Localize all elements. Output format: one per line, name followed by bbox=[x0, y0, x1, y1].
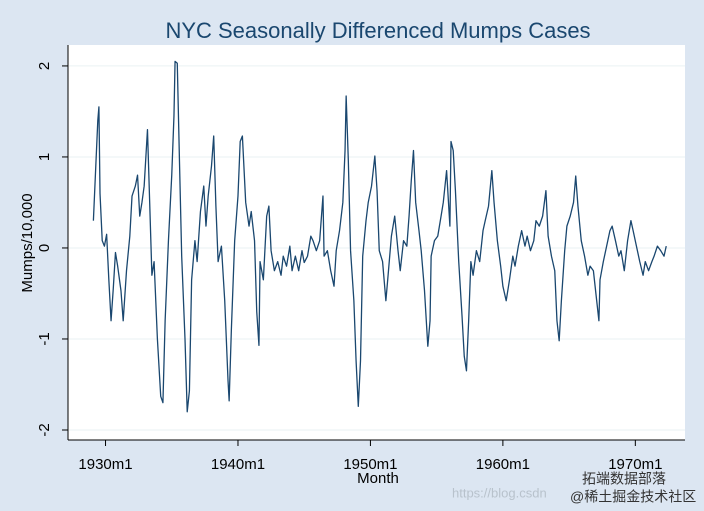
y-tick-label: -1 bbox=[36, 332, 53, 345]
y-tick-label: -2 bbox=[36, 423, 53, 436]
x-tick-label: 1950m1 bbox=[343, 456, 397, 473]
x-axis-label: Month bbox=[357, 470, 399, 487]
x-tick-label: 1970m1 bbox=[608, 456, 662, 473]
y-axis-label: Mumps/10,000 bbox=[19, 193, 36, 292]
y-tick-label: 2 bbox=[36, 62, 53, 70]
y-tick-label: 0 bbox=[36, 244, 53, 252]
watermark-community: @稀土掘金技术社区 bbox=[570, 489, 696, 505]
x-tick-label: 1930m1 bbox=[78, 456, 132, 473]
x-tick-label: 1960m1 bbox=[476, 456, 530, 473]
watermark-brand: 拓端数据部落 bbox=[582, 471, 666, 487]
data-line bbox=[92, 60, 667, 413]
chart-title: NYC Seasonally Differenced Mumps Cases bbox=[165, 18, 590, 43]
y-tick-label: 1 bbox=[36, 153, 53, 161]
x-tick-label: 1940m1 bbox=[211, 456, 265, 473]
plot-area bbox=[68, 45, 685, 440]
watermark-url: https://blog.csdn bbox=[452, 485, 547, 500]
